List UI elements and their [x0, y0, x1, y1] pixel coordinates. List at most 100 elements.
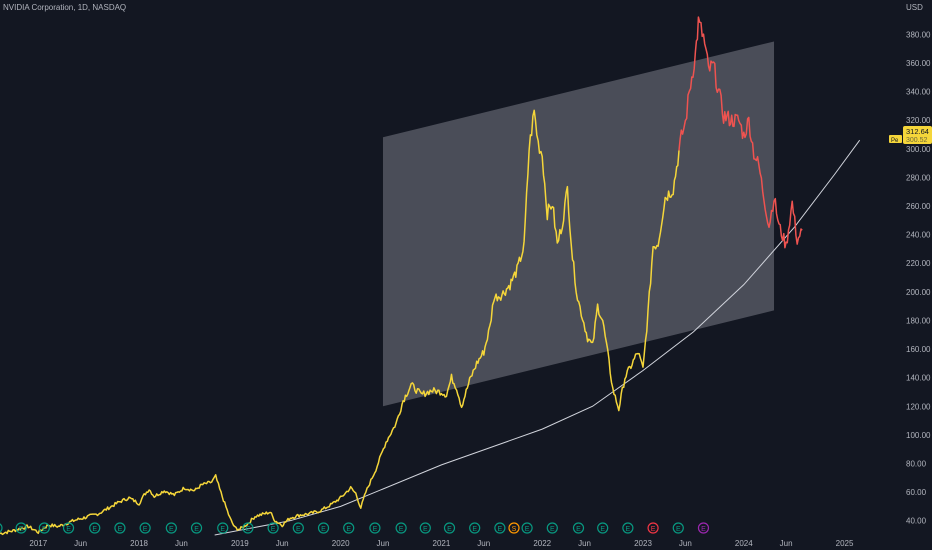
y-tick-label: 100.00 — [906, 431, 931, 440]
earnings-event-icon: E — [217, 522, 229, 534]
y-tick-label: 340.00 — [906, 88, 931, 97]
earnings-event-icon: E — [267, 522, 279, 534]
x-axis[interactable]: 2017 Jun 2018 Jun 2019 Jun 2020 Jun 2021 Jun 2022 J… — [29, 539, 854, 548]
x-tick-label: 2022 — [533, 539, 551, 548]
svg-text:E: E — [600, 526, 605, 533]
x-tick-label: 2017 — [29, 539, 47, 548]
x-tick-label: Jun — [377, 539, 390, 548]
y-tick-label: 180.00 — [906, 316, 931, 325]
support-curve[interactable] — [214, 139, 861, 536]
price-tag-marker: Pe — [891, 138, 899, 144]
svg-text:E: E — [423, 526, 428, 533]
svg-text:E: E — [651, 526, 656, 533]
x-tick-label: Jun — [477, 539, 490, 548]
earnings-event-icon: E — [62, 522, 75, 534]
earnings-event-icon: E — [419, 522, 431, 534]
y-tick-label: 260.00 — [906, 202, 931, 211]
x-tick-label: Jun — [679, 539, 692, 548]
svg-text:E: E — [220, 526, 225, 533]
svg-text:E: E — [550, 526, 555, 533]
svg-text:E: E — [246, 526, 251, 533]
price-tag-value: 312.64 — [906, 127, 929, 136]
earnings-event-icon: E — [190, 522, 203, 534]
earnings-event-icon: E — [395, 522, 407, 534]
svg-text:E: E — [346, 526, 351, 533]
earnings-event-icon: E — [343, 522, 355, 534]
x-tick-label: 2021 — [433, 539, 451, 548]
svg-text:S: S — [512, 526, 517, 533]
x-tick-label: Jun — [74, 539, 87, 548]
curve-layer[interactable] — [214, 139, 861, 536]
y-tick-label: 220.00 — [906, 259, 931, 268]
earnings-event-icon: E — [494, 522, 506, 534]
y-tick-label: 280.00 — [906, 173, 931, 182]
x-tick-label: 2024 — [735, 539, 753, 548]
svg-text:E: E — [626, 526, 631, 533]
svg-text:E: E — [576, 526, 581, 533]
svg-text:E: E — [92, 526, 97, 533]
earnings-event-icon: E — [546, 522, 558, 534]
svg-text:E: E — [701, 526, 706, 533]
svg-text:E: E — [373, 526, 378, 533]
x-tick-label: Jun — [175, 539, 188, 548]
svg-text:E: E — [525, 526, 530, 533]
earnings-event-icon: E — [89, 522, 101, 534]
price-tag-secondary: 300.52 — [906, 137, 928, 144]
x-tick-label: 2023 — [634, 539, 652, 548]
svg-text:E: E — [169, 526, 174, 533]
x-tick-label: Jun — [780, 539, 793, 548]
x-tick-label: 2020 — [332, 539, 350, 548]
svg-text:E: E — [498, 526, 503, 533]
svg-text:E: E — [271, 526, 276, 533]
price-tag: Pe 312.64 300.52 — [889, 126, 932, 144]
y-axis[interactable]: 40.00 60.00 80.00 100.00 120.00 140.00 160.00 1… — [906, 30, 931, 525]
earnings-event-icon: E — [521, 522, 533, 534]
earnings-event-icon: E — [292, 522, 304, 534]
earnings-event-icon: E — [139, 522, 151, 534]
y-tick-label: 120.00 — [906, 402, 931, 411]
y-tick-label: 320.00 — [906, 116, 931, 125]
earnings-event-icon: E — [165, 522, 177, 534]
price-line-down — [678, 16, 803, 249]
svg-text:E: E — [399, 526, 404, 533]
earnings-event-icon: E — [672, 522, 684, 534]
svg-text:E: E — [447, 526, 452, 533]
y-tick-label: 60.00 — [906, 488, 927, 497]
event-layer: EEEEEEEEEEEEEEEEEEEEESEEEEEEEE — [0, 522, 710, 534]
x-tick-label: 2025 — [836, 539, 854, 548]
earnings-event-icon: E — [443, 522, 456, 534]
earnings-event-icon: S — [508, 522, 520, 534]
price-tag-marker-box — [889, 135, 902, 143]
y-tick-label: 300.00 — [906, 145, 931, 154]
svg-text:E: E — [143, 526, 148, 533]
y-tick-label: 200.00 — [906, 288, 931, 297]
svg-text:E: E — [42, 526, 47, 533]
channel-layer[interactable] — [382, 41, 775, 407]
svg-text:E: E — [194, 526, 199, 533]
x-tick-label: Jun — [578, 539, 591, 548]
earnings-event-icon: E — [15, 522, 27, 534]
x-tick-label: Jun — [276, 539, 289, 548]
earnings-event-icon: E — [572, 522, 585, 534]
svg-text:E: E — [118, 526, 123, 533]
earnings-event-icon: E — [114, 522, 126, 534]
regression-channel[interactable] — [382, 41, 775, 407]
svg-text:E: E — [19, 526, 24, 533]
earnings-event-icon: E — [647, 522, 659, 534]
svg-text:E: E — [676, 526, 681, 533]
currency-label: USD — [906, 3, 923, 12]
svg-text:E: E — [321, 526, 326, 533]
earnings-event-icon: E — [317, 522, 330, 534]
svg-text:E: E — [472, 526, 477, 533]
y-tick-label: 360.00 — [906, 59, 931, 68]
price-layer — [0, 16, 803, 536]
earnings-event-icon: E — [38, 522, 50, 534]
earnings-event-icon: E — [242, 522, 254, 534]
y-tick-label: 160.00 — [906, 345, 931, 354]
earnings-event-icon: E — [597, 522, 609, 534]
svg-text:E: E — [66, 526, 71, 533]
price-line-up — [0, 109, 680, 536]
chart-title: NVIDIA Corporation, 1D, NASDAQ — [3, 3, 126, 12]
x-tick-label: 2018 — [130, 539, 148, 548]
